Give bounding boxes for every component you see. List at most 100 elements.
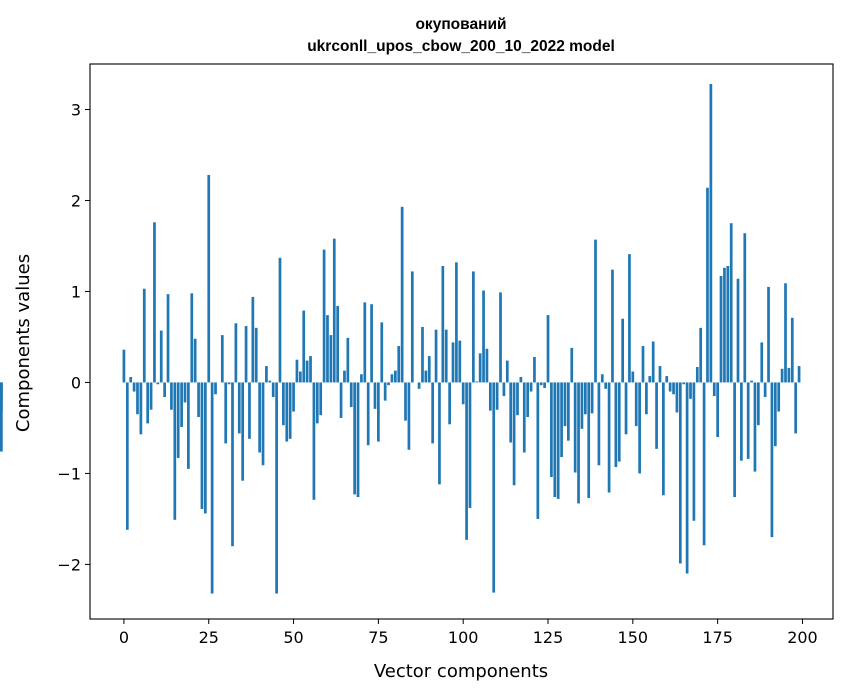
bar <box>638 382 641 474</box>
bar <box>275 382 278 594</box>
bar <box>604 382 608 389</box>
bar <box>472 271 475 383</box>
bar <box>397 346 401 383</box>
bar <box>760 342 764 383</box>
bar <box>187 382 190 469</box>
bar <box>224 382 228 444</box>
bar <box>719 275 723 383</box>
bar <box>607 382 611 493</box>
bar <box>729 223 733 383</box>
bars-group <box>0 84 801 594</box>
bar <box>183 382 187 403</box>
bar <box>176 382 180 458</box>
bar <box>278 257 282 383</box>
bar <box>322 249 326 383</box>
bar <box>675 382 679 413</box>
bar <box>482 290 485 383</box>
bar <box>461 382 465 405</box>
bar <box>488 382 492 411</box>
bar <box>475 381 479 383</box>
bar <box>200 382 204 509</box>
bar <box>207 175 211 383</box>
bar <box>753 382 757 472</box>
bar <box>298 371 302 383</box>
bar <box>234 323 238 383</box>
bar <box>407 382 411 450</box>
bar <box>424 370 428 383</box>
bar <box>0 382 3 452</box>
bar <box>295 359 299 383</box>
bar <box>214 382 217 395</box>
bar <box>451 342 455 383</box>
bar <box>393 370 397 383</box>
bar <box>509 382 513 443</box>
bar <box>787 367 791 383</box>
bar <box>790 317 794 383</box>
bar <box>271 382 275 397</box>
bar <box>326 315 329 383</box>
bar <box>180 382 183 428</box>
bar <box>122 349 126 383</box>
x-tick-label: 50 <box>283 628 303 647</box>
bar <box>750 380 753 383</box>
bar <box>651 341 655 383</box>
bar <box>668 382 672 392</box>
bar <box>641 346 645 383</box>
x-tick-label: 25 <box>199 628 219 647</box>
bar <box>136 382 139 415</box>
bar <box>797 366 801 383</box>
bar <box>251 296 255 383</box>
bar <box>563 382 567 427</box>
y-tick-label: 1 <box>71 282 81 301</box>
bar <box>634 382 638 427</box>
bar <box>736 278 740 383</box>
bar <box>237 382 241 434</box>
bar <box>353 382 356 495</box>
bar <box>628 254 631 383</box>
bar <box>390 374 394 383</box>
bar <box>655 382 658 449</box>
bar <box>631 371 635 383</box>
bar <box>339 382 343 418</box>
y-tick-label: 2 <box>71 191 81 210</box>
bar <box>529 382 533 392</box>
bar <box>417 382 421 389</box>
plot-area-frame <box>89 63 834 620</box>
bar <box>302 310 306 383</box>
bar <box>312 382 316 500</box>
bar <box>170 382 173 410</box>
x-tick-label: 125 <box>533 628 564 647</box>
x-tick-label: 175 <box>702 628 733 647</box>
bar <box>231 382 234 547</box>
bar <box>516 382 519 416</box>
bar <box>156 382 160 385</box>
bar <box>193 338 197 383</box>
bar <box>373 382 377 409</box>
bar <box>763 382 767 397</box>
y-tick-label: −2 <box>57 555 81 574</box>
bar <box>709 84 713 383</box>
bar <box>173 382 177 520</box>
bar <box>770 382 774 538</box>
bar <box>495 382 499 410</box>
bar <box>380 322 384 383</box>
bar <box>366 382 370 446</box>
bar <box>526 382 530 418</box>
y-axis-ticks: −2 −1 0 1 2 3 <box>57 100 90 574</box>
bar <box>577 382 580 504</box>
bar <box>723 267 726 383</box>
bar <box>570 347 574 383</box>
bar <box>492 382 496 593</box>
bar <box>624 382 628 435</box>
bar <box>465 382 468 540</box>
x-tick-label: 0 <box>119 628 129 647</box>
bar <box>370 304 373 383</box>
bar <box>777 382 781 412</box>
bar <box>543 382 546 388</box>
bar <box>767 286 770 383</box>
bar <box>329 335 333 383</box>
bar <box>203 382 207 514</box>
bar <box>794 382 798 434</box>
y-tick-label: 3 <box>71 100 81 119</box>
